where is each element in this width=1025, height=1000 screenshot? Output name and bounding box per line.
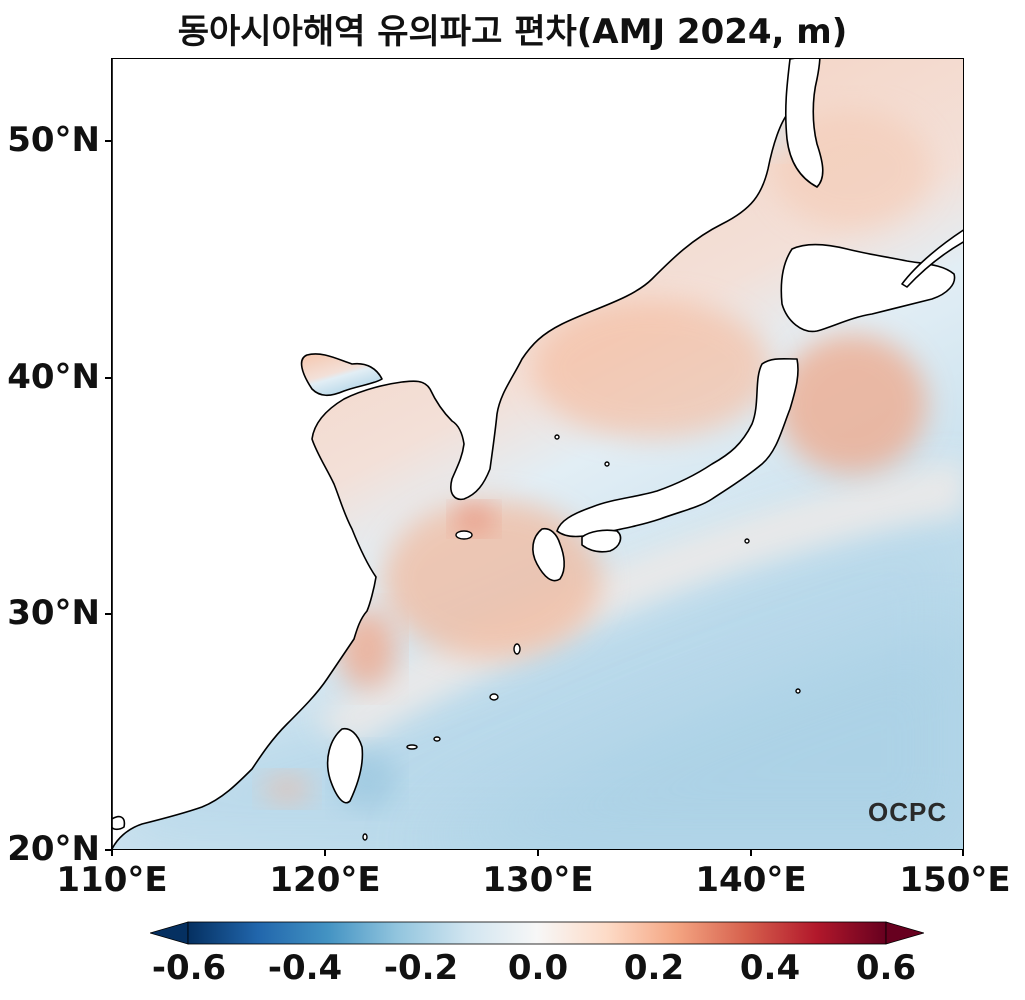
- map-frame: [111, 58, 964, 850]
- colorbar-tick-label: -0.6: [151, 948, 227, 988]
- lat-tick-mark: [105, 613, 111, 615]
- taiwan-coast: [326, 727, 364, 804]
- colorbar-tick-label: -0.2: [383, 948, 459, 988]
- lat-tick-mark: [105, 377, 111, 379]
- lat-tick-label-50: 50°N: [7, 120, 100, 160]
- lat-tick-label-40: 40°N: [7, 357, 100, 397]
- lon-tick-mark: [111, 850, 113, 856]
- colorbar-body: [187, 921, 887, 945]
- ocpc-logo: OCPC: [868, 797, 948, 827]
- lon-tick-label-140: 140°E: [695, 860, 807, 900]
- colorbar-tick-label: 0.4: [739, 948, 801, 988]
- colorbar-tick-label: -0.4: [267, 948, 343, 988]
- map-title: 동아시아해역 유의파고 편차(AMJ 2024, m): [177, 12, 848, 52]
- lat-tick-label-20: 20°N: [7, 829, 100, 869]
- lat-tick-label-30: 30°N: [7, 593, 100, 633]
- colorbar-tick-label: 0.2: [623, 948, 685, 988]
- lon-tick-label-130: 130°E: [482, 860, 594, 900]
- colorbar: [150, 921, 924, 945]
- colorbar-tick-label: 0.0: [507, 948, 569, 988]
- lon-tick-mark: [962, 850, 964, 856]
- shikoku-coast: [581, 529, 622, 553]
- lon-tick-mark: [324, 850, 326, 856]
- lon-tick-label-120: 120°E: [269, 860, 381, 900]
- hokkaido-coast: [780, 243, 956, 333]
- jeju-island: [455, 530, 473, 540]
- sakhalin-coast: [784, 59, 824, 188]
- lon-tick-mark: [750, 850, 752, 856]
- lat-tick-mark: [105, 849, 111, 851]
- kyushu-coast: [532, 527, 565, 582]
- land-mask: [112, 59, 963, 849]
- honshu-coast: [556, 357, 799, 538]
- colorbar-extend-high: [885, 921, 924, 945]
- colorbar-tick-label: 0.6: [855, 948, 917, 988]
- wave-height-anomaly-map: [112, 59, 963, 849]
- lat-tick-mark: [105, 140, 111, 142]
- lon-tick-label-110: 110°E: [56, 860, 168, 900]
- small-islands: [362, 434, 801, 841]
- mainland-asia-coast: [112, 59, 793, 849]
- lon-tick-mark: [537, 850, 539, 856]
- lon-tick-label-150: 150°E: [899, 860, 1011, 900]
- colorbar-extend-low: [150, 921, 189, 945]
